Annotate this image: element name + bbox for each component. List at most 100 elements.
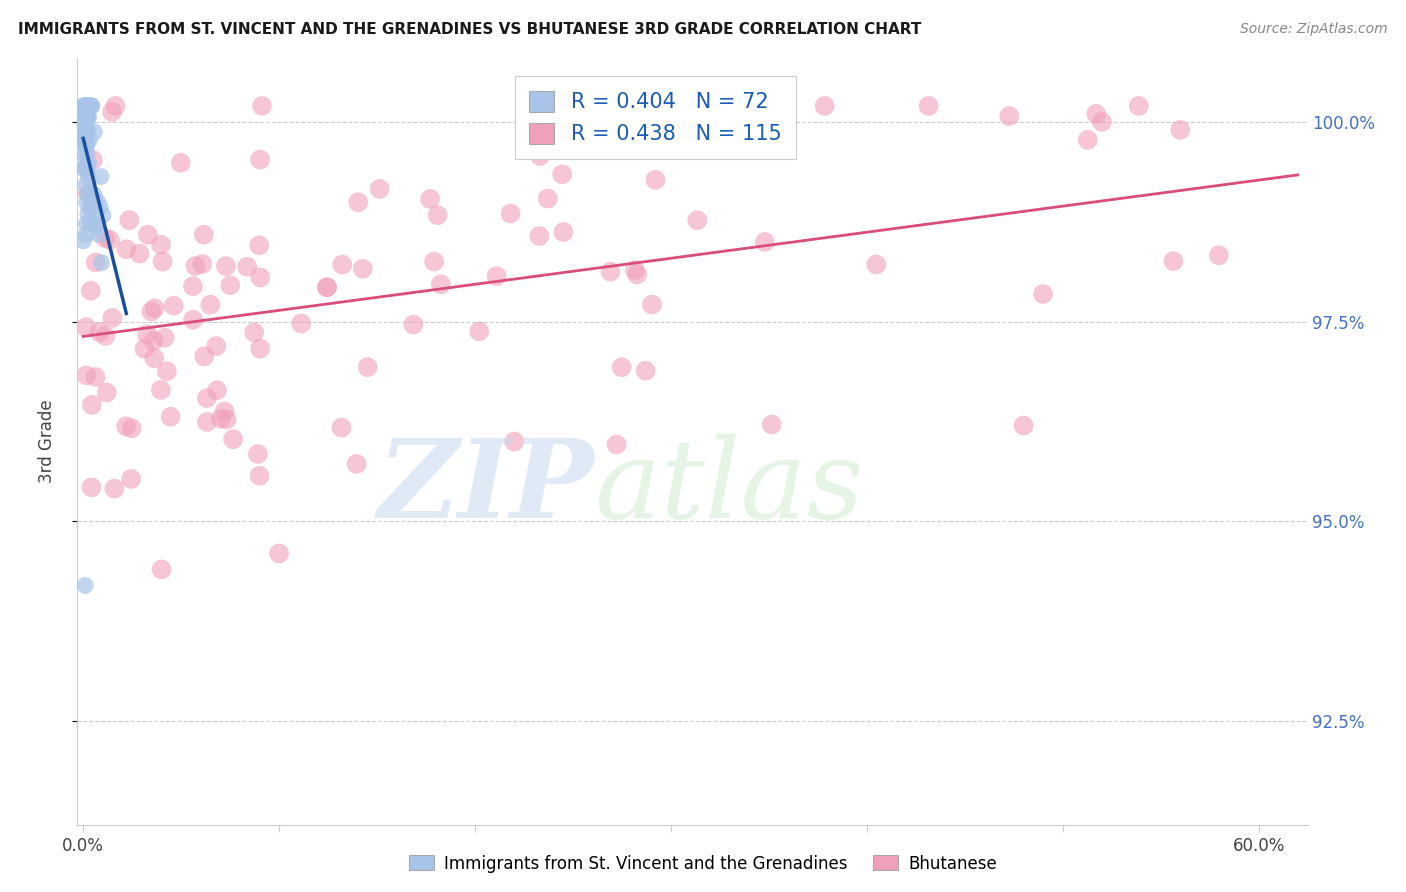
Point bbox=[75, 134, 97, 148]
Point bbox=[1163, 254, 1185, 268]
Point bbox=[73, 161, 96, 176]
Point bbox=[1208, 248, 1230, 262]
Point bbox=[73, 99, 96, 113]
Point bbox=[219, 278, 242, 293]
Point bbox=[128, 246, 150, 260]
Point bbox=[94, 231, 117, 245]
Point bbox=[75, 178, 97, 193]
Point bbox=[73, 127, 96, 141]
Point bbox=[754, 235, 776, 249]
Point bbox=[1032, 287, 1054, 301]
Point bbox=[79, 214, 101, 228]
Point bbox=[79, 201, 101, 215]
Point bbox=[426, 208, 449, 222]
Point bbox=[75, 99, 97, 113]
Point bbox=[551, 167, 574, 181]
Point bbox=[73, 99, 96, 113]
Point bbox=[529, 149, 551, 163]
Point bbox=[200, 298, 222, 312]
Point bbox=[191, 257, 214, 271]
Point bbox=[250, 99, 273, 113]
Point bbox=[143, 301, 166, 316]
Point bbox=[76, 187, 98, 202]
Point bbox=[83, 125, 105, 139]
Point bbox=[153, 331, 176, 345]
Point bbox=[76, 124, 98, 138]
Point bbox=[75, 217, 97, 231]
Point bbox=[73, 126, 96, 140]
Point bbox=[141, 304, 163, 318]
Point bbox=[634, 364, 657, 378]
Point bbox=[134, 342, 156, 356]
Point bbox=[98, 233, 121, 247]
Point bbox=[75, 124, 97, 138]
Point bbox=[80, 398, 103, 412]
Point bbox=[184, 259, 207, 273]
Point bbox=[75, 111, 97, 125]
Point bbox=[72, 108, 94, 122]
Point bbox=[468, 325, 491, 339]
Point bbox=[76, 187, 98, 202]
Point bbox=[152, 254, 174, 268]
Legend: R = 0.404   N = 72, R = 0.438   N = 115: R = 0.404 N = 72, R = 0.438 N = 115 bbox=[515, 76, 796, 159]
Point bbox=[181, 279, 204, 293]
Point bbox=[150, 237, 173, 252]
Point bbox=[814, 99, 837, 113]
Point bbox=[624, 263, 647, 277]
Point bbox=[77, 171, 100, 186]
Legend: Immigrants from St. Vincent and the Grenadines, Bhutanese: Immigrants from St. Vincent and the Gren… bbox=[402, 848, 1004, 880]
Point bbox=[89, 325, 111, 339]
Point bbox=[330, 258, 353, 272]
Point bbox=[205, 384, 228, 398]
Point bbox=[215, 259, 238, 273]
Point bbox=[641, 297, 664, 311]
Point bbox=[82, 153, 104, 167]
Point bbox=[1128, 99, 1150, 113]
Point bbox=[73, 122, 96, 136]
Point bbox=[73, 132, 96, 146]
Point bbox=[290, 317, 312, 331]
Point bbox=[89, 200, 111, 214]
Point bbox=[142, 334, 165, 348]
Point bbox=[499, 206, 522, 220]
Point bbox=[77, 156, 100, 170]
Text: Source: ZipAtlas.com: Source: ZipAtlas.com bbox=[1240, 22, 1388, 37]
Point bbox=[86, 194, 108, 208]
Point bbox=[156, 364, 179, 378]
Point bbox=[96, 385, 118, 400]
Point bbox=[917, 99, 939, 113]
Point bbox=[215, 412, 238, 426]
Point bbox=[195, 415, 218, 429]
Point bbox=[402, 318, 425, 332]
Point bbox=[136, 327, 159, 342]
Point bbox=[76, 120, 98, 134]
Point bbox=[94, 329, 117, 343]
Point bbox=[76, 99, 98, 113]
Point bbox=[195, 391, 218, 405]
Point bbox=[347, 195, 370, 210]
Point bbox=[159, 409, 181, 424]
Point bbox=[143, 351, 166, 366]
Point bbox=[610, 360, 633, 375]
Point bbox=[80, 196, 103, 211]
Point bbox=[163, 299, 186, 313]
Point bbox=[686, 213, 709, 227]
Point bbox=[249, 153, 271, 167]
Point bbox=[79, 132, 101, 146]
Point bbox=[246, 447, 269, 461]
Point bbox=[1085, 107, 1108, 121]
Point bbox=[205, 339, 228, 353]
Point bbox=[170, 155, 193, 169]
Point bbox=[1077, 133, 1099, 147]
Point bbox=[84, 370, 107, 384]
Point bbox=[101, 104, 124, 119]
Point bbox=[115, 419, 138, 434]
Point bbox=[236, 260, 259, 274]
Point bbox=[120, 472, 142, 486]
Point bbox=[76, 112, 98, 127]
Point bbox=[79, 191, 101, 205]
Point bbox=[644, 173, 666, 187]
Point bbox=[149, 383, 172, 397]
Point bbox=[104, 99, 127, 113]
Point bbox=[76, 195, 98, 210]
